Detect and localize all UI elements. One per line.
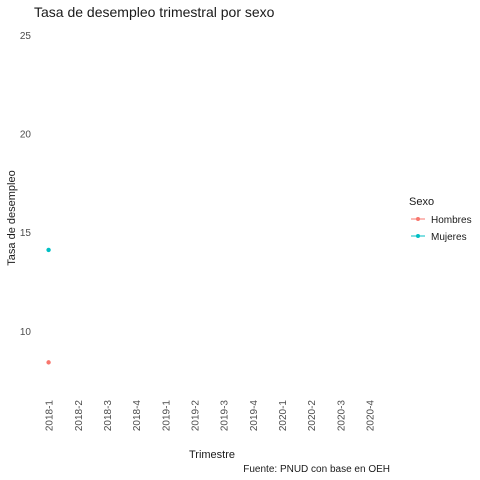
legend: Sexo Hombres Mujeres [409,196,472,243]
y-axis: 10 15 20 25 [20,31,32,338]
legend-item-hombres: Hombres [431,215,472,226]
x-tick-label: 2020-3 [336,400,347,432]
legend-key-point [416,234,420,238]
x-tick-label: 2018-3 [103,400,114,432]
plot-points [46,247,51,365]
x-tick-label: 2018-1 [45,400,56,432]
x-tick-label: 2019-1 [161,400,172,432]
x-tick-label: 2020-1 [278,400,289,432]
legend-item-mujeres: Mujeres [431,232,467,243]
chart-caption: Fuente: PNUD con base en OEH [243,464,390,475]
y-tick-label: 15 [20,228,32,239]
x-tick-label: 2019-4 [249,400,260,432]
x-tick-label: 2018-4 [132,400,143,432]
legend-title: Sexo [409,196,434,208]
data-point-hombres [46,360,51,365]
chart-title: Tasa de desempleo trimestral por sexo [34,4,275,20]
x-tick-label: 2020-2 [307,400,318,432]
x-tick-label: 2020-4 [365,400,376,432]
data-point-mujeres [46,247,51,253]
x-axis-label: Trimestre [189,449,235,461]
x-tick-label: 2019-3 [220,400,231,432]
y-axis-label: Tasa de desempleo [6,170,18,265]
y-tick-label: 20 [20,130,32,141]
x-axis: 2018-1 2018-2 2018-3 2018-4 2019-1 2019-2 2019… [45,400,377,432]
y-tick-label: 25 [20,31,32,42]
x-tick-label: 2019-2 [190,400,201,432]
y-tick-label: 10 [20,327,32,338]
x-tick-label: 2018-2 [74,400,85,432]
legend-key-point [416,217,420,221]
